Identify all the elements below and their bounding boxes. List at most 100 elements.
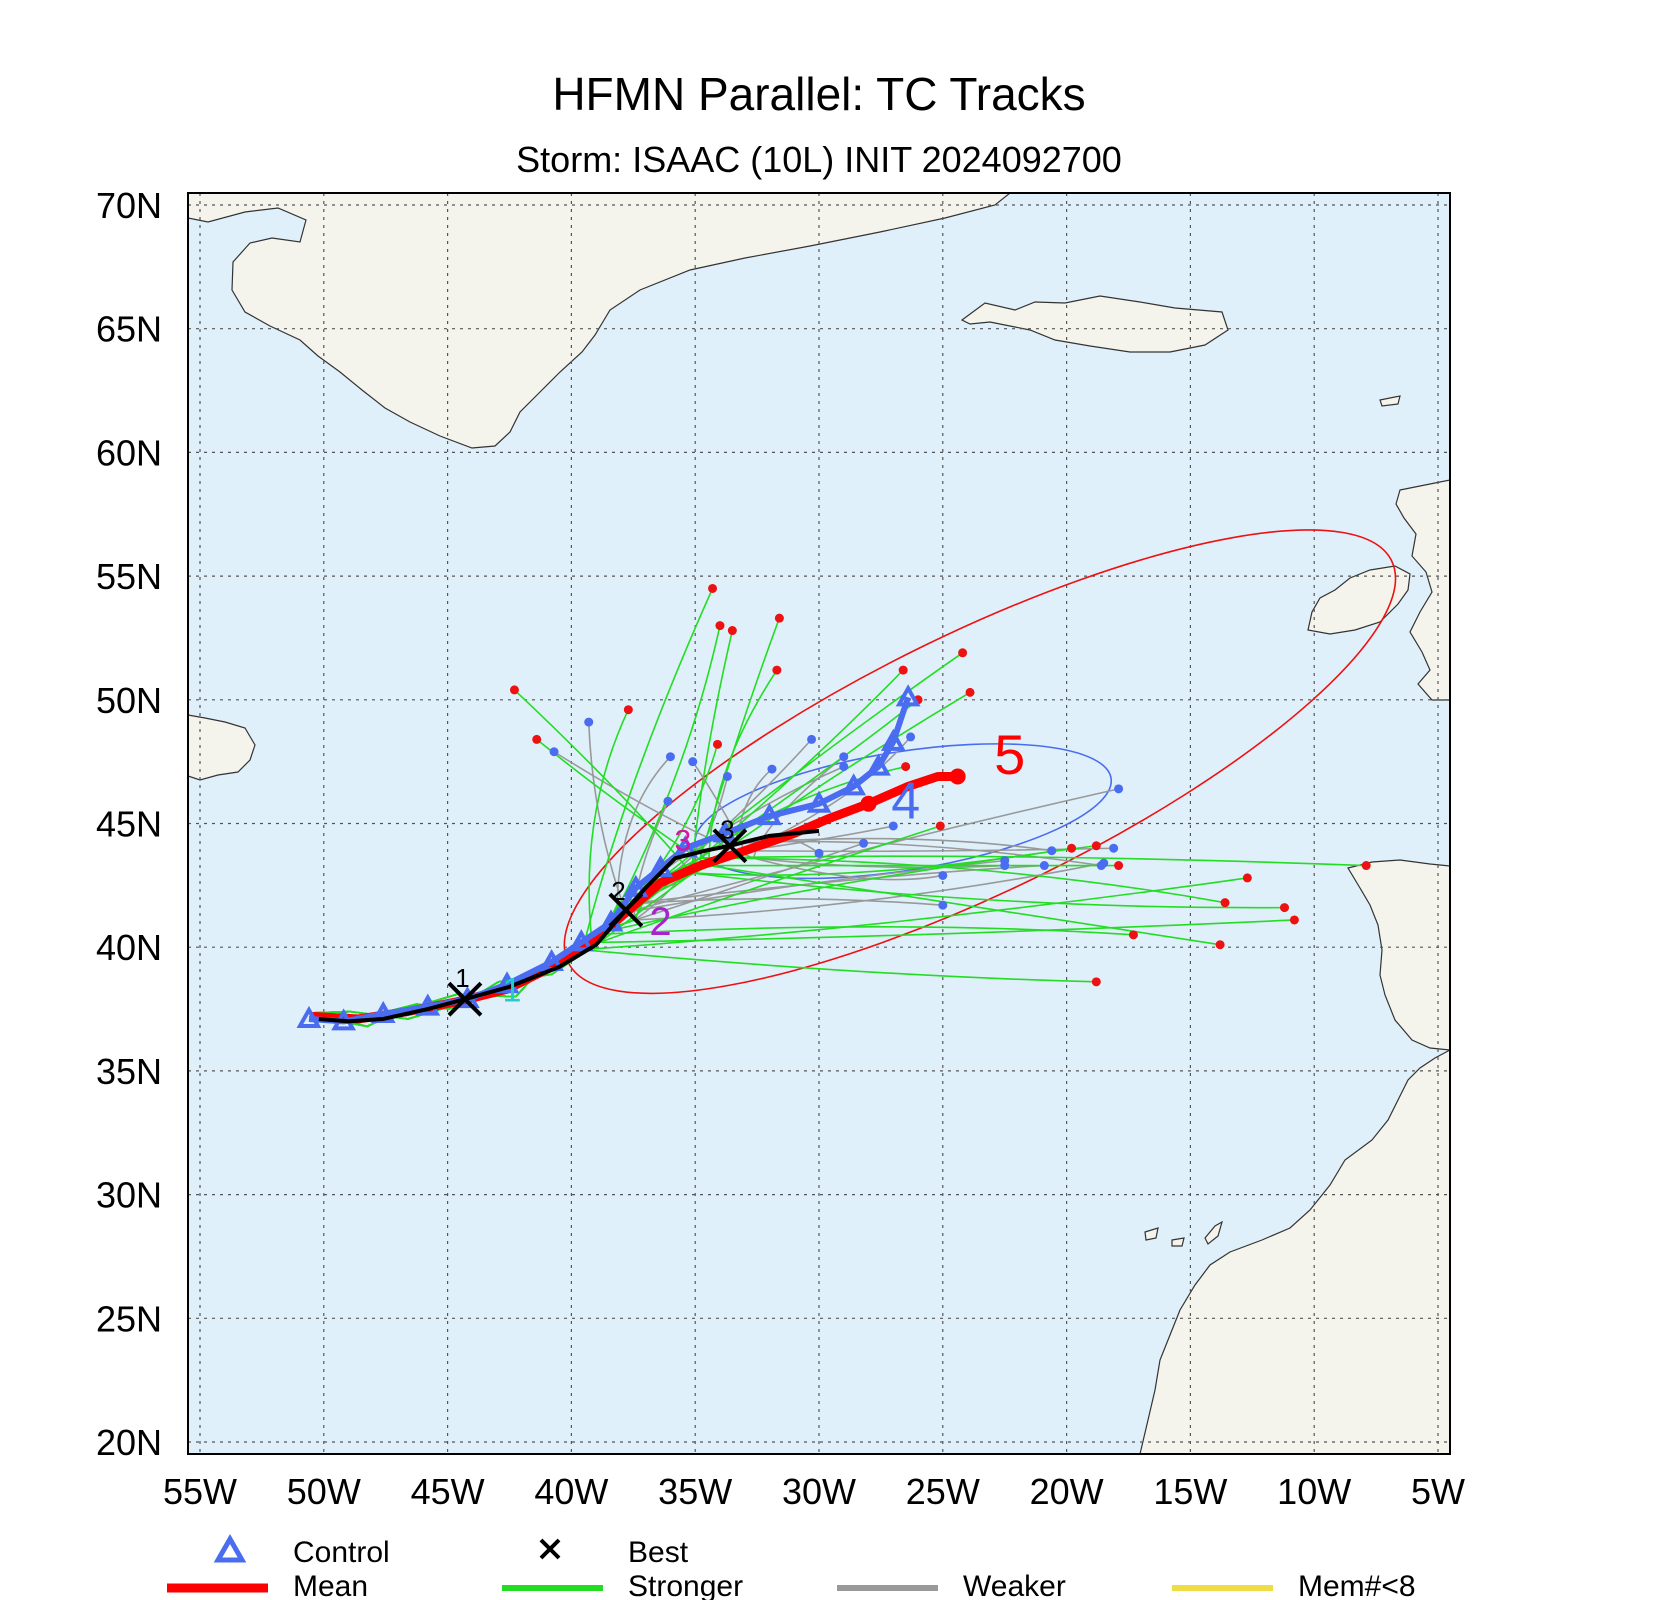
canary-1: [1144, 1227, 1159, 1241]
land-masses: [188, 193, 1450, 1454]
stronger-endpoint: [901, 762, 911, 772]
day-marker-control: 4: [891, 773, 920, 831]
day-marker-day2: 2: [649, 900, 671, 944]
canary-2: [1171, 1237, 1185, 1247]
stronger-endpoint: [1220, 898, 1230, 908]
control-triangle: [296, 1005, 322, 1028]
control-track: [308, 696, 911, 1025]
weaker-endpoint: [859, 838, 869, 848]
x-tick-label: 35W: [658, 1471, 732, 1512]
y-tick-label: 55N: [96, 556, 162, 597]
legend-best-x: [539, 1538, 561, 1560]
weaker-endpoint: [814, 848, 824, 858]
x-tick-label: 55W: [163, 1471, 237, 1512]
y-tick-label: 65N: [96, 309, 162, 350]
weaker-endpoint: [549, 747, 559, 757]
control-triangle: [866, 753, 891, 776]
y-tick-label: 20N: [96, 1422, 162, 1463]
day-marker-best: 2: [611, 876, 625, 906]
chart-subtitle: Storm: ISAAC (10L) INIT 2024092700: [516, 139, 1122, 180]
stronger-endpoint: [1091, 841, 1101, 851]
legend-mean-label: Mean: [293, 1570, 368, 1600]
stronger-endpoint: [965, 687, 975, 697]
stronger-endpoint: [1289, 915, 1299, 925]
iberia-europe: [1347, 859, 1450, 1051]
track-series: [296, 684, 966, 1031]
legend-stronger-label: Stronger: [628, 1570, 743, 1600]
iceland: [960, 295, 1229, 353]
weaker-endpoint: [722, 771, 732, 781]
legend-control-label: Control: [293, 1536, 390, 1569]
best-x-marker: [447, 981, 483, 1017]
x-tick-label: 5W: [1411, 1471, 1465, 1512]
great-britain: [1395, 479, 1450, 701]
weaker-endpoint: [688, 757, 698, 767]
stronger-endpoint: [1279, 903, 1289, 913]
x-axis-ticks: 55W 50W 45W 40W 35W 30W 25W 20W 15W 10W 5W: [163, 1471, 1465, 1512]
x-tick-label: 50W: [287, 1471, 361, 1512]
x-tick-label: 45W: [411, 1471, 485, 1512]
control-triangle: [623, 874, 649, 897]
weaker-endpoint: [839, 762, 849, 772]
weaker-endpoint: [938, 900, 948, 910]
y-tick-label: 50N: [96, 680, 162, 721]
stronger-endpoint: [532, 734, 542, 744]
y-axis-ticks: 70N 65N 60N 55N 50N 45N 40N 35N 30N 25N 20N: [96, 185, 162, 1463]
y-tick-label: 35N: [96, 1051, 162, 1092]
best-track: [318, 828, 820, 1024]
weaker-endpoint: [665, 752, 675, 762]
legend-best: Best: [539, 1536, 689, 1569]
stronger-endpoint: [1091, 977, 1101, 987]
legend-mean: Mean: [167, 1570, 368, 1600]
stronger-endpoint: [712, 739, 722, 749]
x-tick-label: 25W: [906, 1471, 980, 1512]
stronger-endpoint: [958, 648, 968, 658]
weaker-endpoint: [807, 734, 817, 744]
y-tick-label: 40N: [96, 927, 162, 968]
control-triangle: [370, 1000, 396, 1023]
mean-day-point: [860, 795, 877, 812]
control-triangle: [568, 929, 594, 952]
legend-control: Control: [213, 1533, 390, 1569]
stronger-endpoint: [1128, 930, 1138, 940]
plot-frame: [187, 192, 1451, 1455]
weaker-endpoint: [938, 870, 948, 880]
africa: [1139, 1049, 1450, 1454]
control-triangle: [494, 971, 520, 994]
control-triangle: [806, 790, 832, 813]
stronger-endpoint: [772, 665, 782, 675]
plot-area: 1 2 3 1 2 3 4 5: [188, 193, 1450, 1454]
legend-control-triangle: [213, 1533, 247, 1563]
weaker-endpoint: [839, 752, 849, 762]
day-marker-day1: 1: [503, 972, 522, 1010]
x-tick-label: 30W: [782, 1471, 856, 1512]
y-tick-label: 45N: [96, 804, 162, 845]
day-marker-mean: 5: [994, 723, 1025, 786]
day-marker-best: 1: [455, 963, 469, 993]
weaker-endpoint: [888, 821, 898, 831]
weaker-endpoint: [663, 796, 673, 806]
day-marker-day3: 3: [674, 825, 691, 858]
stronger-endpoint: [623, 705, 633, 715]
y-tick-label: 25N: [96, 1298, 162, 1339]
ensemble-endpoints: [509, 583, 1371, 987]
weaker-endpoint: [1096, 861, 1106, 871]
control-triangle: [757, 802, 782, 826]
weaker-endpoint: [584, 717, 594, 727]
mean-day-point: [949, 768, 966, 785]
stronger-endpoint: [727, 626, 737, 636]
weaker-endpoint: [767, 764, 777, 774]
day-markers: 1 2 3 1 2 3 4 5: [455, 723, 1025, 1010]
control-triangle: [841, 773, 867, 796]
best-x-marker: [608, 892, 644, 928]
x-tick-label: 40W: [534, 1471, 608, 1512]
weaker-endpoint: [1000, 861, 1010, 871]
control-triangle: [895, 684, 921, 707]
weaker-endpoint: [1047, 846, 1057, 856]
best-x-marker: [712, 828, 748, 864]
legend-stronger: Stronger: [502, 1570, 743, 1600]
y-tick-label: 70N: [96, 185, 162, 226]
stronger-endpoint: [1215, 940, 1225, 950]
legend: Control Best Mean Stronger Weaker Mem#<8: [167, 1533, 1416, 1600]
